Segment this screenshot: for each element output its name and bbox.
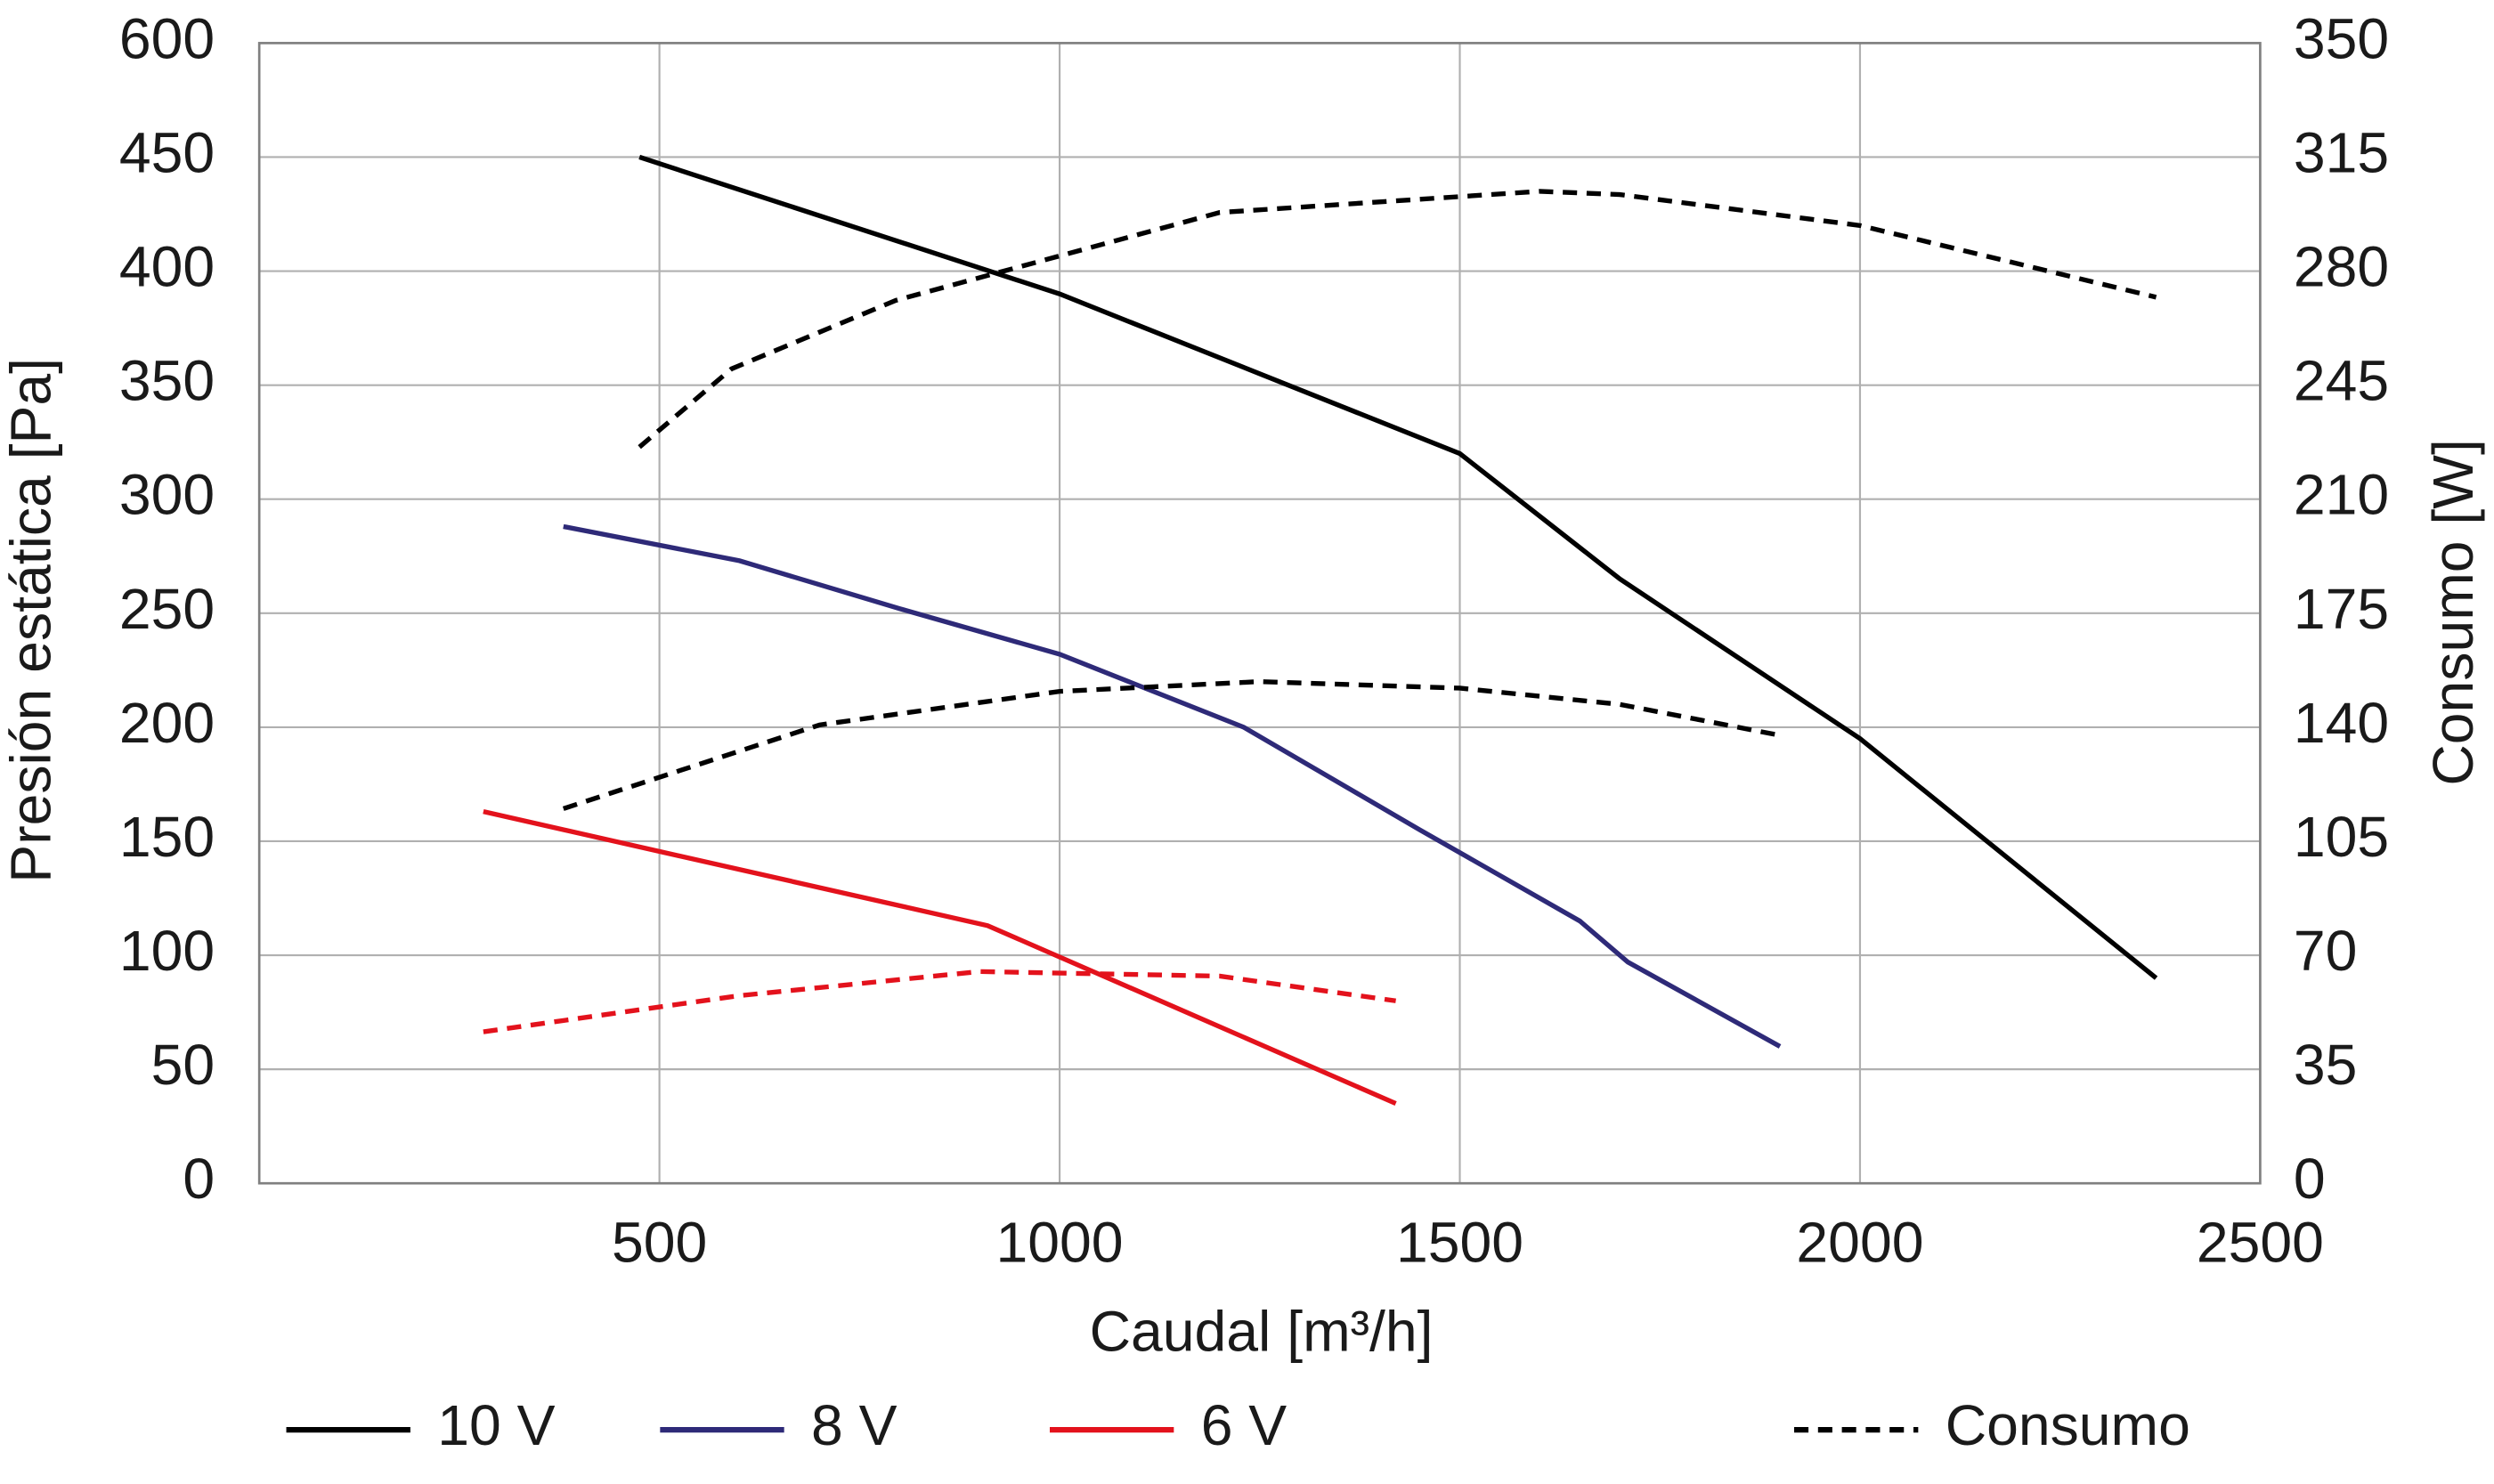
y2-tick-label: 280 (2294, 235, 2389, 299)
y2-axis-label: Consumo [W] (2421, 439, 2485, 785)
y-tick-label: 600 (119, 6, 215, 70)
x-axis-label: Caudal [m³/h] (1090, 1300, 1434, 1364)
y2-tick-label: 35 (2294, 1033, 2358, 1097)
y2-tick-label: 245 (2294, 349, 2389, 413)
y-tick-label: 450 (119, 120, 215, 184)
y2-tick-label: 350 (2294, 6, 2389, 70)
y-tick-label: 250 (119, 577, 215, 641)
series-line (562, 678, 1781, 811)
y-tick-label: 50 (151, 1033, 215, 1097)
y-tick-label: 100 (119, 919, 215, 983)
x-tick-label: 1000 (996, 1211, 1124, 1275)
y2-tick-label: 175 (2294, 577, 2389, 641)
series-line (563, 523, 1782, 1049)
y2-tick-label: 315 (2294, 120, 2389, 184)
y-tick-label: 0 (183, 1147, 215, 1211)
legend-label: 6 V (1201, 1393, 1288, 1457)
y2-tick-label: 0 (2294, 1147, 2326, 1211)
y-tick-label: 350 (119, 349, 215, 413)
series-line (638, 189, 2157, 450)
y-tick-label: 150 (119, 805, 215, 869)
x-tick-label: 500 (612, 1211, 707, 1275)
y-tick-label: 200 (119, 691, 215, 755)
x-tick-label: 1500 (1396, 1211, 1523, 1275)
x-tick-label: 2500 (2197, 1211, 2324, 1275)
legend-label: 8 V (811, 1393, 898, 1457)
y-tick-label: 400 (119, 235, 215, 299)
y2-tick-label: 70 (2294, 919, 2358, 983)
series-line (638, 154, 2158, 980)
legend-label: 10 V (437, 1393, 555, 1457)
y2-tick-label: 140 (2294, 691, 2389, 755)
series-line (483, 809, 1397, 1107)
y2-tick-label: 210 (2294, 463, 2389, 527)
y2-tick-label: 105 (2294, 805, 2389, 869)
y-tick-label: 300 (119, 463, 215, 527)
x-tick-label: 2000 (1796, 1211, 1923, 1275)
series-line (483, 969, 1396, 1034)
y-axis-label: Presión estática [Pa] (0, 358, 62, 883)
plot-frame (257, 42, 2262, 1185)
legend-label: Consumo (1946, 1393, 2190, 1457)
